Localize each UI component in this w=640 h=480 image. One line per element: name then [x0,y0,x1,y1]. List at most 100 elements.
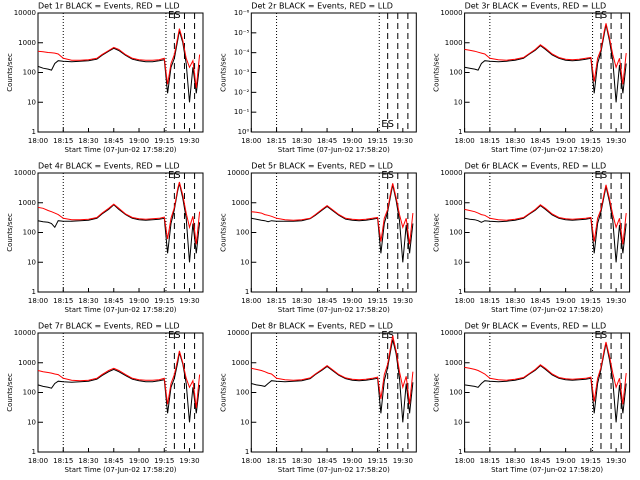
x-axis-label: Start Time (07-Jun-02 17:58:20) [65,146,177,154]
chart-title: Det 7r BLACK = Events, RED = LLD [38,322,180,331]
x-tick-label: 19:00 [342,137,362,145]
y-tick-label: 10 [27,258,36,266]
y-tick-label: 10000 [14,329,36,337]
x-tick-label: 18:00 [28,297,48,305]
x-axis-label: Start Time (07-Jun-02 17:58:20) [65,306,177,314]
data-line [251,183,414,245]
y-tick-label: 10⁻³ [234,69,250,77]
y-tick-label: 1000 [231,359,249,367]
y-axis-label: Counts/sec [6,373,14,412]
y-tick-label: 1000 [18,39,36,47]
x-tick-label: 18:30 [292,457,312,465]
y-axis-label: Counts/sec [433,213,441,252]
y-tick-label: 100 [23,389,36,397]
y-tick-label: 100 [236,229,249,237]
annotation: ES [168,170,181,181]
y-tick-label: 100 [449,229,462,237]
data-line [464,343,627,423]
y-tick-label: 1 [245,288,249,296]
y-tick-label: 10⁰ [238,128,250,136]
y-tick-label: 10 [27,418,36,426]
x-tick-label: 19:15 [367,457,387,465]
x-tick-label: 18:00 [241,137,261,145]
x-tick-label: 18:15 [266,137,286,145]
x-tick-label: 18:45 [104,457,124,465]
plot-frame [37,12,204,133]
y-axis-label: Counts/sec [433,373,441,412]
data-line [464,23,627,85]
y-tick-label: 10000 [14,9,36,17]
y-axis-label: Counts/sec [433,53,441,92]
y-tick-label: 10 [454,258,463,266]
x-tick-label: 18:30 [78,457,98,465]
data-line [464,184,627,245]
x-tick-label: 18:30 [505,297,525,305]
y-tick-label: 1 [458,128,462,136]
y-tick-label: 100 [449,69,462,77]
x-tick-label: 19:15 [581,297,601,305]
x-tick-label: 19:15 [581,137,601,145]
y-tick-label: 10⁻¹ [234,108,250,116]
x-tick-label: 18:00 [455,297,475,305]
x-axis-label: Start Time (07-Jun-02 17:58:20) [491,306,603,314]
data-line [37,28,201,89]
x-tick-label: 18:00 [455,457,475,465]
y-tick-label: 1 [32,448,36,456]
x-axis-label: Start Time (07-Jun-02 17:58:20) [65,466,177,474]
x-tick-label: 19:00 [129,297,149,305]
x-tick-label: 19:00 [556,137,576,145]
x-tick-label: 19:30 [179,457,199,465]
y-tick-label: 1 [245,448,249,456]
y-tick-label: 1 [458,448,462,456]
chart-title: Det 6r BLACK = Events, RED = LLD [465,162,607,171]
y-tick-label: 10 [454,418,463,426]
x-tick-label: 18:45 [317,297,337,305]
x-tick-label: 18:15 [480,137,500,145]
x-tick-label: 18:45 [530,297,550,305]
y-tick-label: 10⁻⁵ [234,29,250,37]
data-line [464,24,627,103]
x-tick-label: 18:15 [53,457,73,465]
data-line [464,186,627,263]
plot-frame [250,332,417,453]
y-tick-label: 10 [454,98,463,106]
x-tick-label: 19:00 [129,137,149,145]
annotation: ES [168,10,181,21]
x-tick-label: 19:30 [393,457,413,465]
x-tick-label: 19:00 [342,457,362,465]
annotation: ES [168,330,181,341]
y-tick-label: 10000 [440,329,462,337]
data-line [251,184,414,263]
y-tick-label: 10⁻⁴ [234,49,250,57]
y-tick-label: 10000 [440,9,462,17]
plot-frame [250,12,417,133]
x-tick-label: 18:15 [480,297,500,305]
y-tick-label: 1000 [445,359,463,367]
y-tick-label: 100 [449,389,462,397]
annotation: ES [595,330,608,341]
x-tick-label: 18:00 [28,457,48,465]
x-tick-label: 19:15 [154,297,174,305]
data-line [37,30,201,103]
x-tick-label: 18:15 [266,457,286,465]
x-tick-label: 19:30 [393,137,413,145]
x-tick-label: 18:45 [104,137,124,145]
y-tick-label: 100 [23,229,36,237]
x-tick-label: 19:00 [556,457,576,465]
x-tick-label: 19:30 [179,297,199,305]
y-tick-label: 10 [240,418,249,426]
y-tick-label: 1000 [445,39,463,47]
x-tick-label: 18:45 [317,457,337,465]
x-tick-label: 18:30 [292,137,312,145]
y-tick-label: 1000 [18,359,36,367]
x-tick-label: 19:15 [154,137,174,145]
plot-frame [37,172,204,293]
y-tick-label: 1 [32,128,36,136]
y-axis-label: Counts/sec [6,213,14,252]
data-line [37,181,201,245]
chart-title: Det 8r BLACK = Events, RED = LLD [251,322,393,331]
chart-title: Det 5r BLACK = Events, RED = LLD [251,162,393,171]
annotation: ES [381,330,394,341]
